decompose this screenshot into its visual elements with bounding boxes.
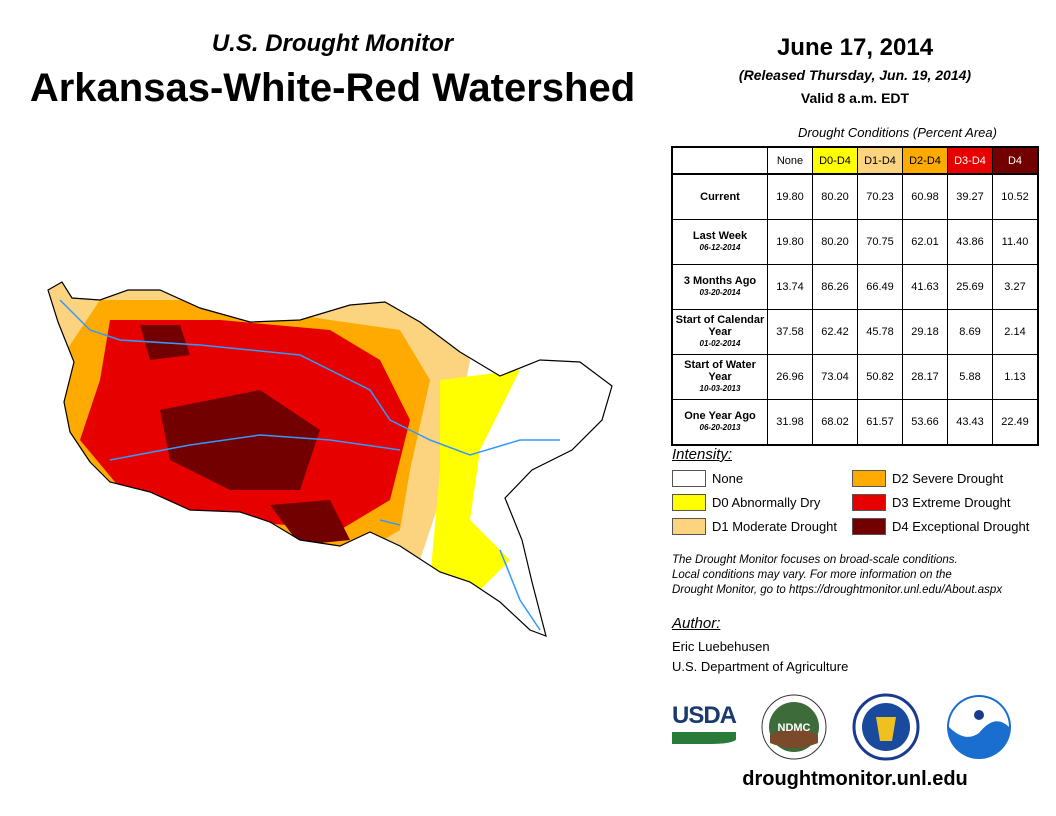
row-label: Last Week 06-12-2014 [671,219,768,265]
table-cell: 22.49 [992,399,1039,446]
row-label: 3 Months Ago 03-20-2014 [671,264,768,310]
row-date: 10-03-2013 [699,384,741,393]
legend-item: D0 Abnormally Dry [672,494,820,511]
legend-swatch [672,470,706,487]
table-cell: 80.20 [812,219,858,265]
table-cell: 43.43 [947,399,993,446]
table-row: Last Week 06-12-2014 19.80 80.20 70.75 62.01 4… [671,219,1039,265]
legend-swatch [672,494,706,511]
noaa-logo [947,695,1011,759]
table-cell: 26.96 [767,354,813,400]
row-date: 06-20-2013 [699,423,741,432]
table-cell: 13.74 [767,264,813,310]
legend-swatch [852,518,886,535]
table-cell: 68.02 [812,399,858,446]
legend-item: D2 Severe Drought [852,470,1003,487]
svg-text:NDMC: NDMC [778,722,811,734]
col-d1: D1-D4 [857,146,903,175]
row-label: Current [671,173,768,220]
table-cell: 70.23 [857,173,903,220]
col-none: None [767,146,813,175]
table-cell: 73.04 [812,354,858,400]
table-cell: 25.69 [947,264,993,310]
note-line: Drought Monitor, go to https://droughtmo… [672,584,1003,596]
table-cell: 70.75 [857,219,903,265]
legend-swatch [852,470,886,487]
legend-item: D4 Exceptional Drought [852,518,1029,535]
legend-swatch [672,518,706,535]
legend-item: None [672,470,743,487]
table-cell: 28.17 [902,354,948,400]
table-cell: 62.01 [902,219,948,265]
author-org: U.S. Department of Agriculture [672,659,849,674]
author-title: Author: [672,615,721,632]
table-row: 3 Months Ago 03-20-2014 13.74 86.26 66.49 41.… [671,264,1039,310]
table-cell: 11.40 [992,219,1039,265]
table-cell: 19.80 [767,173,813,220]
table-cell: 1.13 [992,354,1039,400]
table-cell: 41.63 [902,264,948,310]
col-d4: D4 [992,146,1039,175]
table-cell: 43.86 [947,219,993,265]
d4-area [140,325,350,545]
row-label: Start of Calendar Year 01-02-2014 [671,309,768,355]
table-cell: 53.66 [902,399,948,446]
watershed-map [47,281,613,637]
table-row: Current 19.80 80.20 70.23 60.98 39.27 10.52 [671,173,1039,220]
table-caption: Drought Conditions (Percent Area) [798,125,997,140]
col-d0: D0-D4 [812,146,858,175]
note: The Drought Monitor focuses on broad-sca… [672,553,1002,598]
table-cell: 31.98 [767,399,813,446]
map-date: June 17, 2014 [776,34,934,61]
table-cell: 61.57 [857,399,903,446]
table-cell: 29.18 [902,309,948,355]
subtitle: U.S. Drought Monitor [211,30,454,57]
col-d2: D2-D4 [902,146,948,175]
rivers [59,299,560,631]
table-cell: 62.42 [812,309,858,355]
row-label: One Year Ago 06-20-2013 [671,399,768,446]
table-row: Start of Calendar Year 01-02-2014 37.58 62.… [671,309,1039,355]
legend-item: D3 Extreme Drought [852,494,1011,511]
footer-url[interactable]: droughtmonitor.unl.edu [742,768,968,790]
table-row: One Year Ago 06-20-2013 31.98 68.02 61.57 53.… [671,399,1039,446]
table-cell: 10.52 [992,173,1039,220]
table-cell: 8.69 [947,309,993,355]
table-cell: 60.98 [902,173,948,220]
table-cell: 37.58 [767,309,813,355]
row-date: 06-12-2014 [699,243,741,252]
table-cell: 50.82 [857,354,903,400]
table-cell: 86.26 [812,264,858,310]
note-line: The Drought Monitor focuses on broad-sca… [672,554,958,566]
usda-logo: USDA [672,702,737,748]
legend-swatch [852,494,886,511]
table-cell: 66.49 [857,264,903,310]
note-line: Local conditions may vary. For more info… [672,569,952,581]
table-cell: 39.27 [947,173,993,220]
table-row: Start of Water Year 10-03-2013 26.96 73.04 5… [671,354,1039,400]
legend-title: Intensity: [672,446,733,463]
col-d3: D3-D4 [947,146,993,175]
table-cell: 45.78 [857,309,903,355]
page-title: Arkansas-White-Red Watershed [29,66,636,110]
author: Eric Luebehusen U.S. Department of Agric… [672,637,848,677]
row-date: 01-02-2014 [699,339,741,348]
row-date: 03-20-2014 [699,288,741,297]
release-date: (Released Thursday, Jun. 19, 2014) [738,67,972,83]
drought-conditions-table: None D0-D4 D1-D4 D2-D4 D3-D4 D4 Current 1… [671,146,1039,446]
table-cell: 19.80 [767,219,813,265]
table-cell: 2.14 [992,309,1039,355]
table-cell: 80.20 [812,173,858,220]
table-cell: 3.27 [992,264,1039,310]
valid-time: Valid 8 a.m. EDT [800,90,910,106]
author-name: Eric Luebehusen [672,639,770,654]
legend-item: D1 Moderate Drought [672,518,837,535]
commerce-logo [852,693,920,761]
ndmc-logo: NDMC [761,694,827,760]
row-label: Start of Water Year 10-03-2013 [671,354,768,400]
table-cell: 5.88 [947,354,993,400]
d0-area [430,370,520,600]
